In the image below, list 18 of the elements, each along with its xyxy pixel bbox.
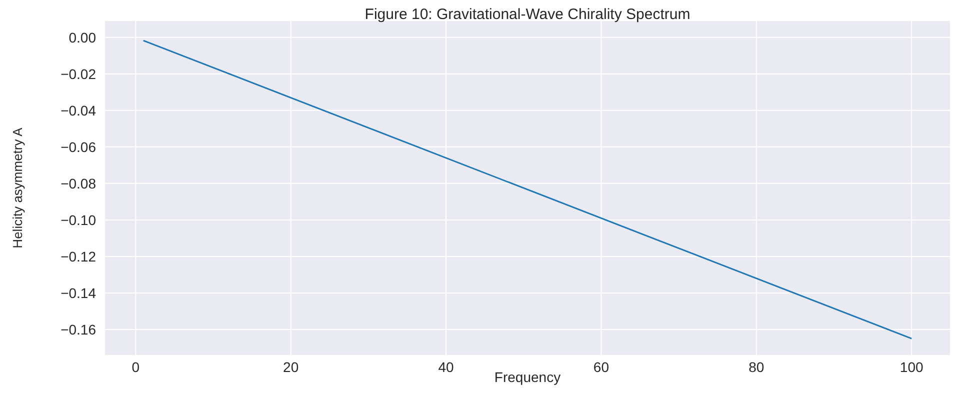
x-tick-label: 100: [900, 359, 924, 375]
x-tick-label: 20: [283, 359, 299, 375]
x-tick-label: 40: [438, 359, 454, 375]
y-tick-label: −0.16: [60, 321, 96, 338]
x-tick-label: 60: [593, 359, 610, 375]
y-tick-label: −0.08: [60, 175, 96, 192]
y-tick-label: −0.06: [60, 138, 96, 155]
y-tick-label: −0.10: [60, 212, 96, 228]
y-tick-label: −0.04: [60, 102, 96, 118]
y-axis-title: Helicity asymmetry A: [10, 127, 25, 248]
y-tick-label: −0.02: [60, 66, 96, 82]
chart-title: Figure 10: Gravitational-Wave Chirality Spectrum: [364, 6, 690, 23]
x-tick-label: 0: [132, 359, 140, 375]
y-tick-label: −0.12: [60, 248, 96, 264]
y-tick-label: 0.00: [68, 29, 96, 46]
x-tick-label: 80: [748, 359, 764, 375]
x-axis-title: Frequency: [494, 369, 561, 385]
y-tick-label: −0.14: [60, 284, 96, 301]
